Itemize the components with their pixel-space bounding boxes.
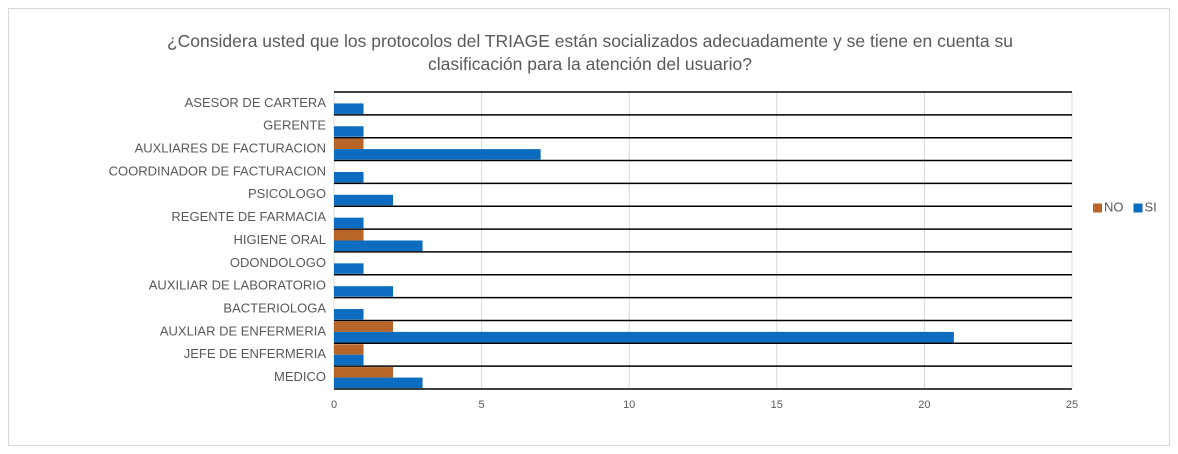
y-tick-label: AUXILIAR DE LABORATORIO — [149, 278, 326, 293]
bar — [334, 138, 364, 150]
y-tick-label: HIGIENE ORAL — [234, 232, 326, 247]
bar — [334, 263, 364, 274]
bar — [334, 149, 541, 160]
y-tick-label: AUXLIARES DE FACTURACION — [135, 141, 326, 156]
legend-swatch — [1093, 203, 1102, 213]
bar — [334, 367, 394, 378]
bar — [334, 286, 394, 297]
legend-label: SI — [1145, 199, 1157, 214]
x-tick-label: 15 — [771, 399, 783, 411]
y-tick-label: MEDICO — [274, 369, 326, 384]
bar — [334, 194, 394, 206]
y-tick-label: COORDINADOR DE FACTURACION — [109, 163, 326, 178]
bar — [334, 230, 364, 241]
x-tick-label: 0 — [331, 399, 337, 411]
y-tick-label: ASESOR DE CARTERA — [185, 95, 327, 110]
bar — [334, 240, 423, 251]
bar — [334, 126, 364, 137]
y-tick-label: ODONDOLOGO — [230, 255, 326, 270]
bar — [334, 217, 364, 229]
y-tick-label: GERENTE — [263, 118, 326, 133]
bar — [334, 171, 364, 183]
chart-title: ¿Considera usted que los protocolos del … — [166, 31, 1013, 74]
bar — [334, 354, 364, 366]
y-tick-label: REGENTE DE FARMACIA — [171, 209, 326, 224]
legend-swatch — [1133, 203, 1143, 213]
bar — [334, 377, 423, 389]
bar — [334, 309, 364, 320]
legend-label: NO — [1104, 199, 1124, 214]
bar — [334, 103, 364, 114]
x-tick-label: 20 — [918, 399, 930, 411]
bar — [334, 331, 954, 343]
y-tick-label: JEFE DE ENFERMERIA — [184, 346, 327, 361]
y-tick-label: AUXLIAR DE ENFERMERIA — [160, 323, 326, 338]
chart-frame — [8, 8, 1170, 446]
bar — [334, 344, 364, 355]
x-tick-label: 10 — [623, 399, 635, 411]
y-tick-label: PSICOLOGO — [248, 186, 326, 201]
x-tick-label: 5 — [479, 399, 485, 411]
y-tick-label: BACTERIOLOGA — [223, 300, 326, 315]
x-tick-label: 25 — [1066, 399, 1078, 411]
bar — [334, 321, 394, 332]
